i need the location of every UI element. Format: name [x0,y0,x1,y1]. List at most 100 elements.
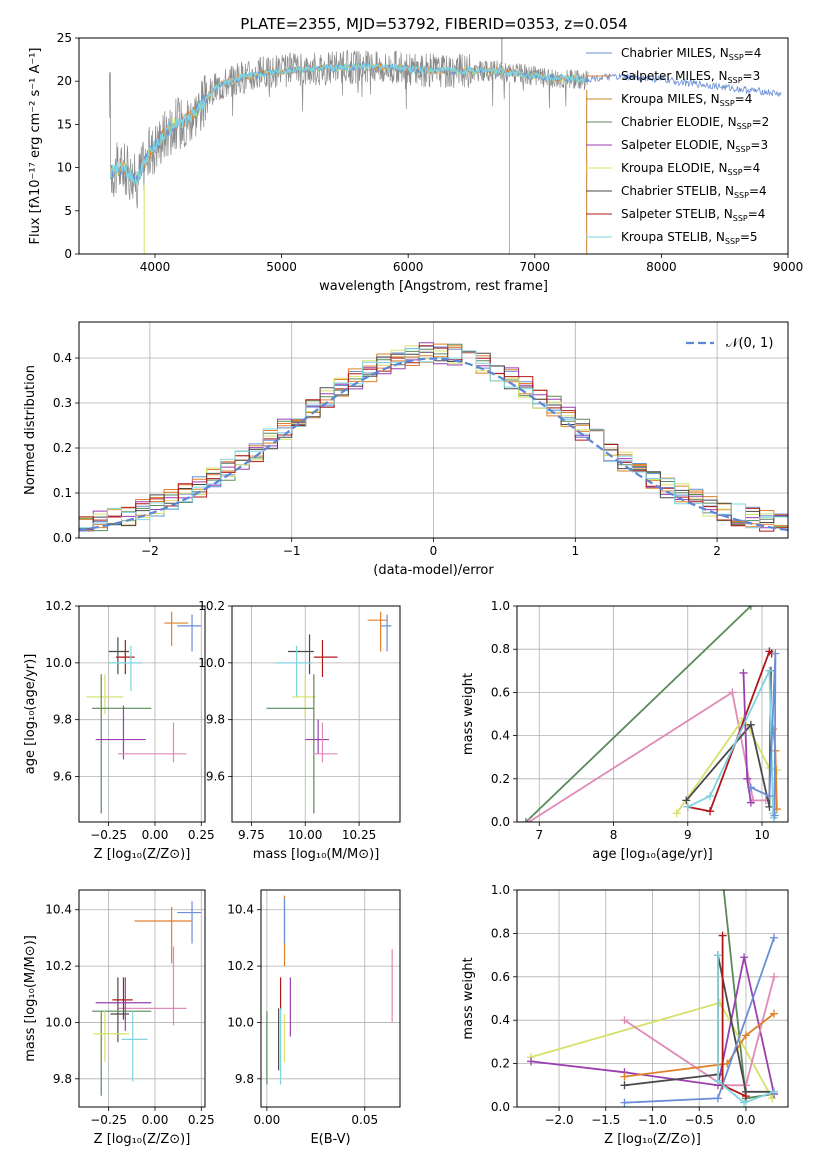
figure-title: PLATE=2355, MJD=53792, FIBERID=0353, z=0… [240,15,627,33]
point-salpeter_stelib [116,640,135,675]
point-chabrier_stelib [108,637,130,675]
point-kroupa_elodie [93,1011,130,1062]
point-kroupa_miles_pink [313,722,338,763]
legend-subscript: SSP [733,214,748,223]
y-axis-label: Flux [fλ10⁻¹⁷ erg cm⁻² s⁻¹ A⁻¹] [28,48,43,245]
legend-subscript: SSP [725,237,740,246]
point-kroupa_miles_pink [117,946,187,1026]
x-tick-label: 10.00 [288,828,322,842]
legend-subscript: SSP [735,145,750,154]
x-tick-label: −0.25 [90,828,127,842]
weight-marker [769,933,778,942]
y-tick-label: 0.0 [491,815,510,829]
point-chabrier_elodie [91,674,152,814]
y-tick-label: 1.0 [491,599,510,613]
model-spectrum-chabrier_miles [110,61,782,184]
x-tick-label: 9000 [773,260,804,274]
x-tick-label: 2 [713,544,721,558]
axes-frame [260,889,401,1108]
y-tick-label: 0.8 [491,926,510,940]
plot-area-weight_vs_Z [527,890,778,1107]
x-tick-label: 0.00 [254,1113,281,1127]
point-salpeter_stelib [112,977,133,1020]
y-tick-label: 10 [57,161,72,175]
y-tick-label: 0.6 [491,970,510,984]
weight-marker [768,1094,777,1103]
point-chabrier_stelib [288,634,314,675]
y-axis-label: age [log₁₀(age/yr)] [23,654,38,775]
x-axis-label: Z [log₁₀(Z/Z⊙)] [94,1132,191,1147]
x-tick-label: 0.00 [142,1113,169,1127]
x-tick-label: 10 [754,828,769,842]
axes-frame [78,37,789,255]
point-chabrier_miles [380,614,392,652]
y-tick-label: 9.8 [235,1072,254,1086]
y-axis-label: Normed distribution [23,365,38,495]
plot-area-mass_vs_Z [91,901,202,1096]
x-tick-label: 1 [571,544,579,558]
normal-curve [79,357,788,532]
x-axis-label: wavelength [Angstrom, rest frame] [319,279,548,294]
y-tick-label: 10.4 [227,903,254,917]
y-tick-label: 0.0 [53,531,72,545]
weight-series-kroupa_miles_pink [624,976,775,1087]
weight-marker [765,666,774,675]
weight-marker [769,1009,778,1018]
y-tick-label: 5 [64,204,72,218]
y-tick-label: 10.2 [45,599,72,613]
x-axis-label: (data-model)/error [373,563,494,578]
weight-marker [771,649,780,658]
x-tick-label: 8 [610,828,618,842]
weight-marker [713,1094,722,1103]
weight-marker [620,1098,629,1107]
x-tick-label: 9 [684,828,692,842]
x-axis-label: mass [log₁₀(M/M⊙)] [253,847,380,862]
plot-area-age_vs_Z [86,611,202,814]
legend-subscript: SSP [728,168,743,177]
histogram-salpeter_stelib [79,345,788,532]
weight-marker [765,802,774,811]
legend: 𝒩(0, 1) [686,336,773,351]
point-kroupa_stelib [108,645,142,692]
y-tick-label: 10.0 [227,1015,254,1029]
legend-subscript: SSP [728,76,743,85]
x-tick-label: −1.5 [591,1113,620,1127]
weight-marker [683,802,692,811]
x-tick-label: 4000 [140,260,171,274]
point-chabrier_elodie [266,674,315,814]
weight-marker [718,931,727,940]
x-tick-label: 0.25 [188,828,215,842]
legend-entry: Chabrier ELODIE, NSSP=2 [621,115,769,131]
y-tick-label: 10.2 [45,959,72,973]
point-kroupa_stelib [121,1011,148,1082]
x-tick-label: −1.0 [638,1113,667,1127]
weight-marker [740,1098,749,1107]
weight-marker [706,792,715,801]
weight-marker [521,818,530,822]
legend-entry: Kroupa STELIB, NSSP=5 [621,230,758,246]
x-axis-label: E(B-V) [310,1132,350,1147]
weight-series-chabrier_stelib [685,670,772,808]
weight-marker [620,1081,629,1090]
legend-entry: Chabrier MILES, NSSP=4 [621,46,761,62]
y-tick-label: 0.2 [491,1057,510,1071]
point-kroupa_elodie [292,674,316,717]
y-tick-label: 0.6 [491,685,510,699]
legend-entry: Salpeter STELIB, NSSP=4 [621,207,765,223]
point-chabrier_elodie [91,1010,152,1096]
x-tick-label: 0.0 [736,1113,755,1127]
legend-subscript: SSP [720,99,735,108]
y-tick-label: 0.2 [53,441,72,455]
point-kroupa_stelib [275,645,312,697]
weight-series-chabrier_miles [750,653,777,816]
y-tick-label: 9.8 [206,713,225,727]
weight-marker [770,811,779,820]
weight-marker [769,1087,778,1096]
point-salpeter_miles [367,611,388,652]
weight-marker [620,1016,629,1025]
legend-entry: 𝒩(0, 1) [726,336,773,351]
x-tick-label: −0.25 [90,1113,127,1127]
plot-area-residuals [79,342,788,532]
point-chabrier_stelib [110,977,130,1043]
weight-series-chabrier_elodie [525,606,752,822]
